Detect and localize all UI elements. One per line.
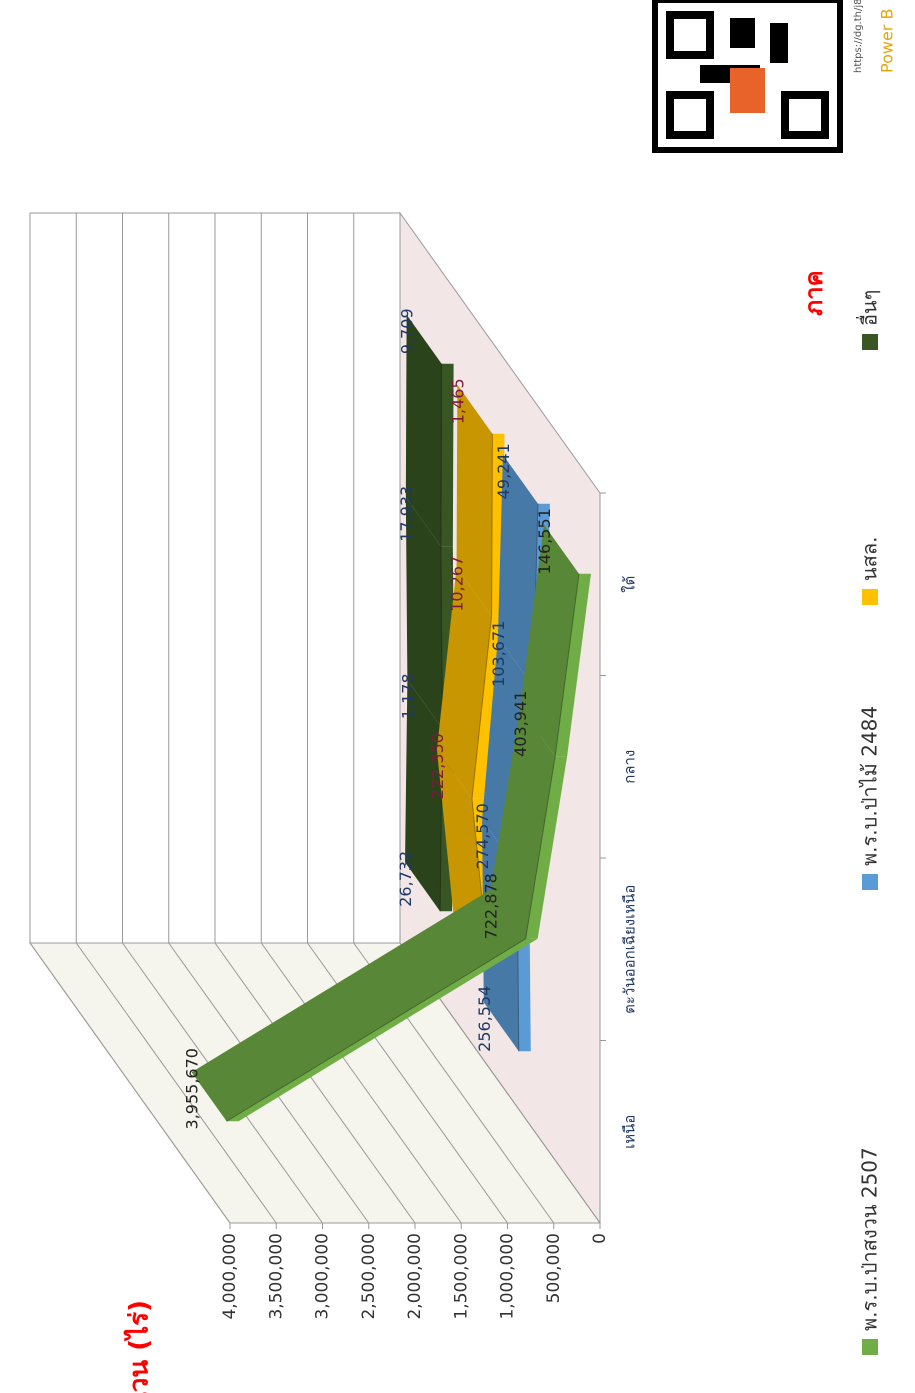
ribbon-top [520, 524, 579, 757]
grid-line [353, 213, 555, 1224]
legend-label: พ.ร.บ.ป่าไม้ 2484 [858, 706, 882, 866]
footer-url: https://dg.th/j8vkcp2s [853, 0, 864, 73]
ribbon-edge [471, 433, 493, 982]
ribbon-face [440, 363, 454, 547]
ribbon-top [405, 314, 442, 547]
grid-line [122, 213, 323, 1224]
data-label: 722,878 [482, 873, 501, 939]
ribbon-face [525, 756, 568, 939]
y-tick-label: 1,000,000 [498, 1233, 518, 1320]
y-tick-label: 1,500,000 [451, 1233, 471, 1320]
data-label: 10,267 [448, 556, 467, 612]
data-label: 49,241 [494, 443, 513, 499]
x-tick-label: กลาง [621, 750, 639, 784]
data-label: 222,350 [428, 733, 447, 799]
data-label: 146,551 [535, 508, 554, 574]
y-tick-label: 2,000,000 [405, 1233, 425, 1320]
grid-line [75, 213, 277, 1224]
legend-label: นสล. [858, 537, 882, 582]
ribbon-face [471, 616, 504, 799]
y-tick-label: 0 [590, 1233, 610, 1244]
ribbon-top [405, 679, 443, 912]
ribbon-edge [226, 573, 580, 1122]
ribbon-face [555, 573, 591, 757]
y-tick-label: 500,000 [544, 1233, 564, 1303]
x-axis-title: ภาค [800, 270, 828, 315]
x-tick-label: เหนือ [621, 1115, 639, 1149]
ribbon-face [226, 938, 538, 1122]
ribbon-top [497, 454, 538, 687]
y-axis-title: จำนวน (ไร่) [123, 1300, 155, 1393]
legend-swatch [862, 589, 878, 605]
data-label: 26,732 [396, 851, 415, 907]
legend-label: อื่นๆ [856, 290, 882, 326]
grid-line [29, 213, 231, 1224]
legend-swatch [862, 874, 878, 890]
grid-line [168, 213, 370, 1224]
data-label: 1,178 [398, 673, 417, 719]
y-tick-label: 3,000,000 [313, 1233, 333, 1320]
ribbon-top [490, 707, 556, 939]
data-label: 3,955,670 [183, 1048, 202, 1129]
legend-label: พ.ร.บ.ป่าสงวน 2507 [858, 1147, 882, 1331]
x-tick-label: ตะวันออกเฉียงเหนือ [621, 885, 639, 1014]
grid-line [399, 213, 601, 1224]
data-label: 274,570 [473, 803, 492, 869]
y-tick-label: 4,000,000 [220, 1233, 240, 1320]
data-label: 403,941 [511, 691, 530, 757]
data-label: 103,671 [489, 621, 508, 687]
x-tick-label: ใต้ [621, 576, 639, 593]
data-label: 256,554 [475, 986, 494, 1052]
chart-frame: จำนวน (ไร่) ภาค https://dg.th/j8vkcp2s P… [29, 0, 897, 1393]
ribbon-edge [439, 363, 443, 912]
y-tick-label: 2,500,000 [359, 1233, 379, 1320]
grid-line [214, 213, 416, 1224]
data-label: 1,465 [448, 378, 467, 424]
y-tick-label: 3,500,000 [266, 1233, 286, 1320]
ribbon-top [405, 497, 443, 729]
grid-line [307, 213, 508, 1224]
ribbon-top [456, 384, 493, 617]
footer-brand: Power B [878, 9, 897, 73]
data-label: 9,709 [398, 308, 417, 354]
legend-swatch [862, 1339, 878, 1355]
legend-swatch [862, 334, 878, 350]
qr-code [652, 0, 843, 153]
ribbon-top [191, 889, 526, 1122]
data-label: 17,933 [397, 486, 416, 542]
grid-line [260, 213, 462, 1224]
